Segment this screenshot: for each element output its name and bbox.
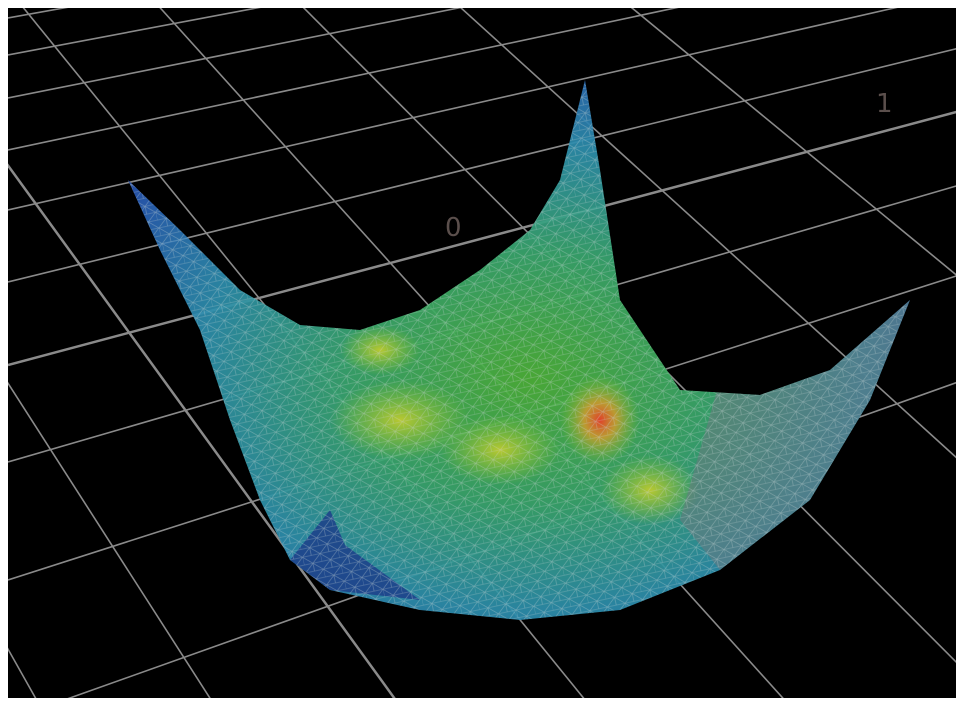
- page: {"axis_labels": ["0", "1"]} 0 1: [0, 0, 964, 706]
- axis-label: 1: [876, 89, 893, 119]
- viewport: 0 1: [8, 8, 956, 698]
- axis-label: 0: [445, 213, 462, 243]
